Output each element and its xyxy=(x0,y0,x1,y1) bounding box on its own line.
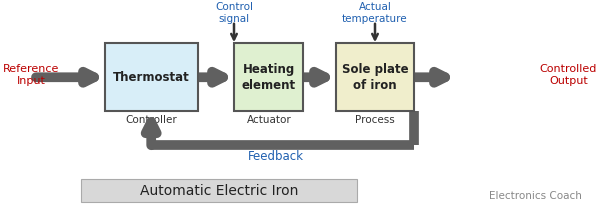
FancyBboxPatch shape xyxy=(234,43,303,111)
Text: Sole plate
of iron: Sole plate of iron xyxy=(341,63,409,92)
Text: Actual
temperature: Actual temperature xyxy=(342,2,408,24)
Text: Automatic Electric Iron: Automatic Electric Iron xyxy=(140,184,298,198)
Text: Controlled
Output: Controlled Output xyxy=(539,64,597,86)
Text: Electronics Coach: Electronics Coach xyxy=(489,191,582,201)
Text: Reference
Input: Reference Input xyxy=(3,64,59,86)
Text: Thermostat: Thermostat xyxy=(113,71,190,84)
Text: Controller: Controller xyxy=(125,115,177,125)
Text: Heating
element: Heating element xyxy=(241,63,296,92)
Text: Feedback: Feedback xyxy=(248,150,304,163)
Text: Process: Process xyxy=(355,115,395,125)
FancyBboxPatch shape xyxy=(105,43,198,111)
FancyBboxPatch shape xyxy=(81,179,357,202)
FancyBboxPatch shape xyxy=(336,43,414,111)
Text: Control
signal: Control signal xyxy=(215,2,253,24)
Text: Actuator: Actuator xyxy=(247,115,291,125)
